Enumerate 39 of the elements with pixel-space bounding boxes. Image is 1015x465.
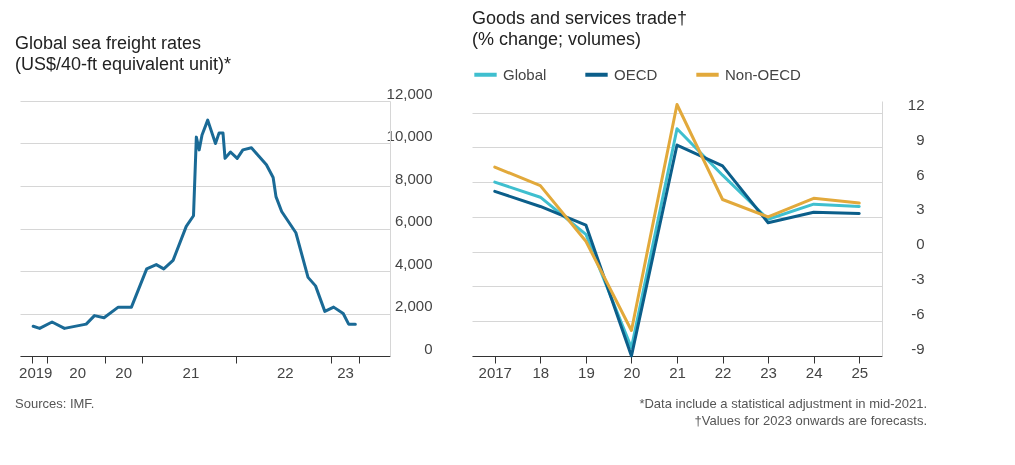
x-tick-label: 22 bbox=[276, 363, 294, 381]
x-tick-label: 21 bbox=[182, 363, 200, 381]
y-tick-label: 8,000 bbox=[394, 169, 433, 187]
chart-subtitle: (% change; volumes) bbox=[472, 29, 642, 49]
y-tick-label: -3 bbox=[911, 269, 925, 287]
x-tick-label: 20 bbox=[623, 363, 641, 381]
x-tick-label: 2017 bbox=[478, 363, 512, 381]
x-tick-label: 20 bbox=[115, 363, 133, 381]
chart-title: Global sea freight rates bbox=[15, 33, 202, 53]
y-tick-label: 0 bbox=[424, 339, 433, 357]
legend-label: Global bbox=[503, 65, 547, 83]
x-tick-label: 19 bbox=[578, 363, 595, 381]
x-tick-label: 20 bbox=[69, 363, 86, 381]
legend-label: Non-OECD bbox=[725, 65, 802, 83]
y-tick-label: 2,000 bbox=[394, 297, 433, 314]
y-tick-label: 6 bbox=[916, 165, 925, 183]
y-tick-label: 12,000 bbox=[386, 84, 433, 102]
y-tick-label: -9 bbox=[911, 339, 925, 357]
text: †Values for 2023 onwards are forecasts. bbox=[694, 413, 927, 428]
x-tick-label: 24 bbox=[805, 363, 823, 381]
chart-subtitle: (US$/40-ft equivalent unit)* bbox=[15, 54, 232, 74]
source-note: Sources: IMF. bbox=[15, 396, 95, 411]
y-tick-label: 0 bbox=[916, 235, 925, 253]
x-tick-label: 21 bbox=[669, 363, 686, 381]
y-tick-label: 3 bbox=[916, 200, 925, 218]
y-tick-label: 9 bbox=[916, 130, 925, 148]
x-tick-label: 23 bbox=[760, 363, 777, 381]
x-tick-label: 23 bbox=[337, 363, 354, 381]
y-tick-label: 12 bbox=[907, 96, 925, 114]
x-tick-label: 22 bbox=[714, 363, 732, 381]
chart-title: Goods and services trade† bbox=[472, 8, 688, 28]
text: *Data include a statistical adjustment in mid-2021. bbox=[639, 396, 927, 411]
y-tick-label: 6,000 bbox=[394, 212, 433, 229]
x-tick-label: 25 bbox=[851, 363, 869, 381]
x-tick-label: 18 bbox=[532, 363, 550, 381]
x-tick-label: 2019 bbox=[19, 363, 53, 381]
y-tick-label: 4,000 bbox=[394, 254, 433, 272]
y-tick-label: -6 bbox=[911, 304, 925, 322]
legend-label: OECD bbox=[614, 65, 658, 83]
